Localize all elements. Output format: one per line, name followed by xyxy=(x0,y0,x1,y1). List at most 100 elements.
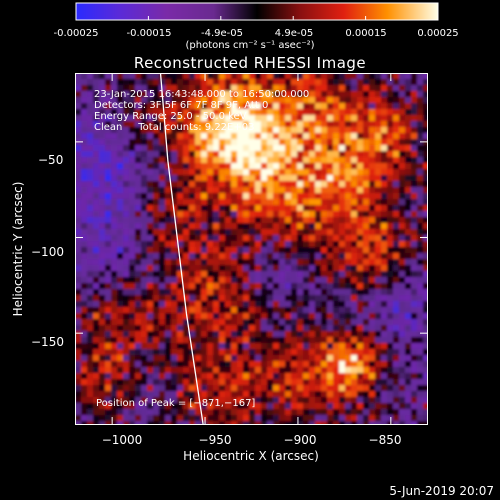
heatmap-cell xyxy=(147,241,154,248)
heatmap-cell xyxy=(375,277,382,284)
heatmap-cell xyxy=(207,187,214,194)
heatmap-cell xyxy=(117,259,124,266)
heatmap-cell xyxy=(183,157,190,164)
heatmap-cell xyxy=(345,409,352,416)
heatmap-cell xyxy=(381,355,388,362)
heatmap-cell xyxy=(339,241,346,248)
heatmap-cell xyxy=(387,103,394,110)
heatmap-cell xyxy=(411,97,418,104)
heatmap-cell xyxy=(195,277,202,284)
heatmap-cell xyxy=(237,103,244,110)
heatmap-cell xyxy=(369,121,376,128)
heatmap-cell xyxy=(399,355,406,362)
heatmap-cell xyxy=(393,109,400,116)
heatmap-cell xyxy=(327,349,334,356)
heatmap-cell xyxy=(219,355,226,362)
heatmap-cell xyxy=(291,235,298,242)
heatmap-cell xyxy=(261,307,268,314)
heatmap-cell xyxy=(255,133,262,140)
heatmap-cell xyxy=(369,169,376,176)
heatmap-cell xyxy=(249,301,256,308)
heatmap-cell xyxy=(273,175,280,182)
heatmap-cell xyxy=(201,277,208,284)
heatmap-cell xyxy=(249,199,256,206)
heatmap-cell xyxy=(87,127,94,134)
heatmap-cell xyxy=(93,409,100,416)
heatmap-cell xyxy=(267,415,274,422)
heatmap-cell xyxy=(81,421,88,425)
heatmap-cell xyxy=(273,325,280,332)
heatmap-cell xyxy=(117,139,124,146)
heatmap-cell xyxy=(285,277,292,284)
heatmap-cell xyxy=(303,151,310,158)
heatmap-cell xyxy=(339,319,346,326)
heatmap-cell xyxy=(291,403,298,410)
heatmap-cell xyxy=(87,109,94,116)
heatmap-cell xyxy=(327,121,334,128)
heatmap-cell xyxy=(231,127,238,134)
heatmap-cell xyxy=(411,343,418,350)
heatmap-cell xyxy=(183,343,190,350)
heatmap-cell xyxy=(141,241,148,248)
heatmap-cell xyxy=(351,271,358,278)
heatmap-cell xyxy=(147,187,154,194)
heatmap-cell xyxy=(93,331,100,338)
heatmap-cell xyxy=(225,325,232,332)
heatmap-cell xyxy=(399,319,406,326)
heatmap-cell xyxy=(309,181,316,188)
heatmap-cell xyxy=(285,319,292,326)
heatmap-cell xyxy=(207,373,214,380)
heatmap-cell xyxy=(327,229,334,236)
heatmap-cell xyxy=(267,277,274,284)
heatmap-cell xyxy=(261,367,268,374)
heatmap-cell xyxy=(171,421,178,425)
heatmap-cell xyxy=(399,265,406,272)
heatmap-cell xyxy=(255,319,262,326)
heatmap-cell xyxy=(339,127,346,134)
heatmap-cell xyxy=(243,319,250,326)
heatmap-cell xyxy=(285,151,292,158)
heatmap-cell xyxy=(93,277,100,284)
heatmap-cell xyxy=(93,229,100,236)
heatmap-cell xyxy=(111,283,118,290)
heatmap-cell xyxy=(237,421,244,425)
heatmap-cell xyxy=(225,163,232,170)
heatmap-cell xyxy=(339,109,346,116)
heatmap-cell xyxy=(165,409,172,416)
heatmap-cell xyxy=(75,145,82,152)
heatmap-cell xyxy=(357,307,364,314)
heatmap-cell xyxy=(117,145,124,152)
heatmap-cell xyxy=(267,247,274,254)
heatmap-cell xyxy=(153,211,160,218)
heatmap-cell xyxy=(123,361,130,368)
heatmap-cell xyxy=(285,163,292,170)
heatmap-cell xyxy=(183,391,190,398)
heatmap-cell xyxy=(117,301,124,308)
heatmap-cell xyxy=(153,277,160,284)
heatmap-cell xyxy=(387,217,394,224)
heatmap-cell xyxy=(411,253,418,260)
heatmap-cell xyxy=(147,325,154,332)
heatmap-cell xyxy=(99,127,106,134)
heatmap-cell xyxy=(279,169,286,176)
heatmap-cell xyxy=(177,301,184,308)
heatmap-cell xyxy=(261,139,268,146)
heatmap-cell xyxy=(363,91,370,98)
heatmap-cell xyxy=(183,409,190,416)
heatmap-cell xyxy=(297,343,304,350)
heatmap-cell xyxy=(81,253,88,260)
heatmap-cell xyxy=(249,295,256,302)
heatmap-cell xyxy=(249,97,256,104)
heatmap-cell xyxy=(315,205,322,212)
heatmap-cell xyxy=(333,277,340,284)
heatmap-cell xyxy=(261,415,268,422)
heatmap-cell xyxy=(177,349,184,356)
heatmap-cell xyxy=(225,73,232,80)
heatmap-cell xyxy=(327,397,334,404)
heatmap-cell xyxy=(87,235,94,242)
heatmap-cell xyxy=(315,73,322,80)
heatmap-cell xyxy=(315,319,322,326)
heatmap-cell xyxy=(279,157,286,164)
heatmap-cell xyxy=(303,295,310,302)
heatmap-cell xyxy=(135,151,142,158)
